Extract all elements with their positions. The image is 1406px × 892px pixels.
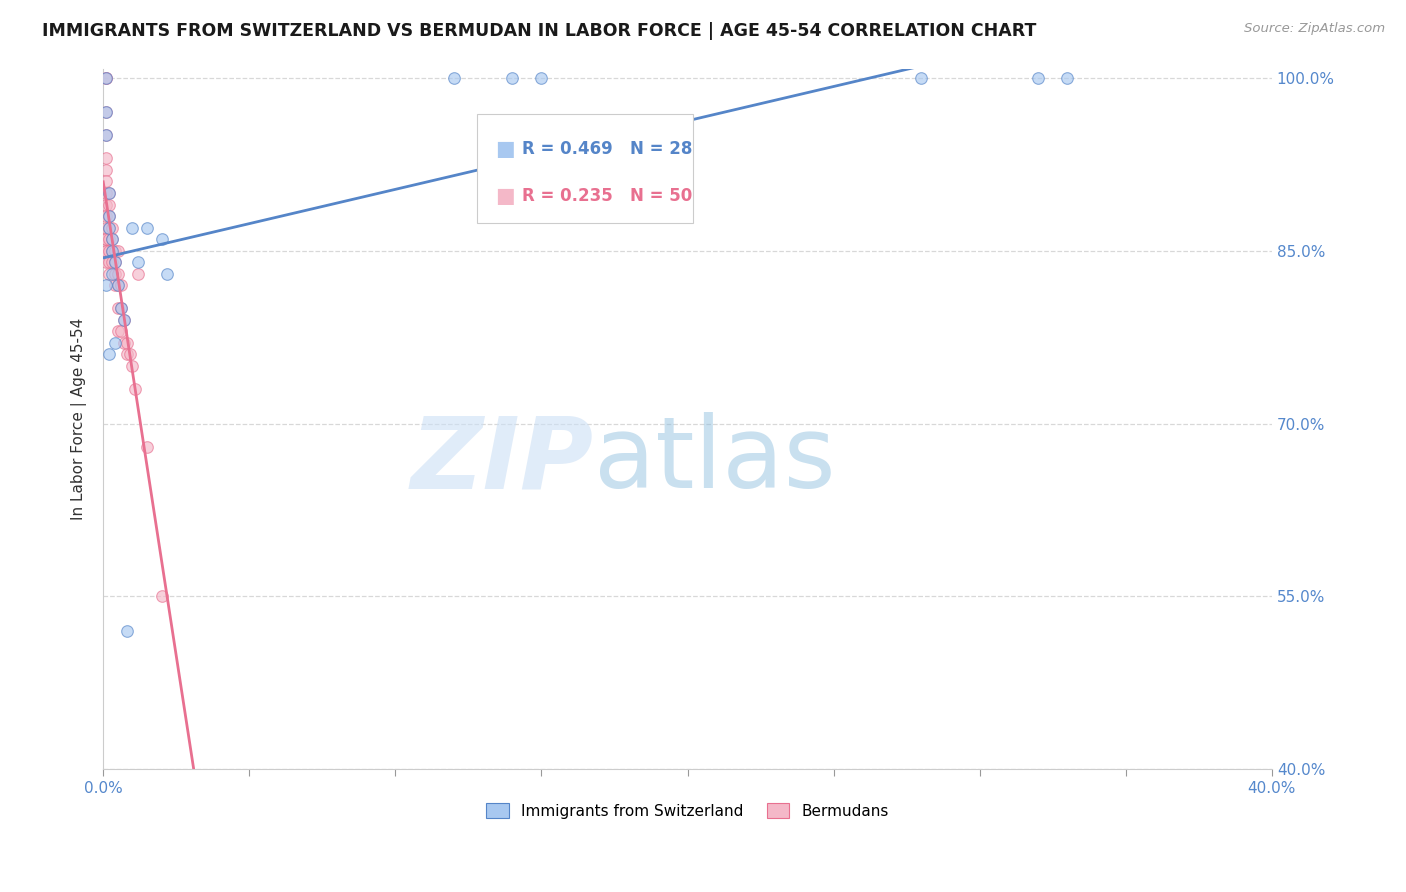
Point <box>94 152 117 166</box>
Point <box>101 232 124 246</box>
Point <box>107 244 129 258</box>
Point <box>104 255 127 269</box>
Point <box>94 244 117 258</box>
Point <box>94 186 117 200</box>
FancyBboxPatch shape <box>477 114 693 223</box>
Point <box>443 70 465 85</box>
Point <box>101 244 124 258</box>
Point <box>124 382 146 396</box>
Point <box>150 590 173 604</box>
Point <box>107 267 129 281</box>
Point <box>110 301 132 316</box>
Point <box>98 209 121 223</box>
Point <box>98 255 121 269</box>
Point <box>112 335 135 350</box>
Point <box>104 278 127 293</box>
Point <box>110 301 132 316</box>
Point <box>112 313 135 327</box>
Point <box>98 220 121 235</box>
Point <box>104 267 127 281</box>
Point <box>94 105 117 120</box>
Point <box>127 267 149 281</box>
Point <box>98 244 121 258</box>
Text: Source: ZipAtlas.com: Source: ZipAtlas.com <box>1244 22 1385 36</box>
Text: ■: ■ <box>495 186 515 206</box>
Point <box>94 70 117 85</box>
Point <box>121 359 143 373</box>
Point <box>94 244 117 258</box>
Point <box>104 255 127 269</box>
Point <box>94 128 117 143</box>
Point <box>110 324 132 338</box>
Point <box>101 267 124 281</box>
Point <box>107 324 129 338</box>
Point <box>115 624 138 638</box>
Legend: Immigrants from Switzerland, Bermudans: Immigrants from Switzerland, Bermudans <box>479 797 896 825</box>
Point <box>94 70 117 85</box>
Point <box>98 197 121 211</box>
Text: IMMIGRANTS FROM SWITZERLAND VS BERMUDAN IN LABOR FORCE | AGE 45-54 CORRELATION C: IMMIGRANTS FROM SWITZERLAND VS BERMUDAN … <box>42 22 1036 40</box>
Point <box>101 220 124 235</box>
Point <box>136 440 159 454</box>
Text: ■: ■ <box>495 139 515 159</box>
Point <box>115 347 138 361</box>
Point <box>121 220 143 235</box>
Point <box>98 186 121 200</box>
Point <box>1056 70 1078 85</box>
Point <box>94 278 117 293</box>
Point <box>94 232 117 246</box>
Point <box>98 220 121 235</box>
Point <box>98 209 121 223</box>
Text: ZIP: ZIP <box>411 412 595 509</box>
Point <box>101 244 124 258</box>
Point <box>136 220 159 235</box>
Point <box>107 301 129 316</box>
Point <box>98 232 121 246</box>
Point <box>94 128 117 143</box>
Point <box>94 105 117 120</box>
Text: R = 0.235   N = 50: R = 0.235 N = 50 <box>522 187 692 205</box>
Point <box>156 267 179 281</box>
Point <box>107 278 129 293</box>
Point <box>1026 70 1049 85</box>
Point <box>104 335 127 350</box>
Point <box>501 70 523 85</box>
Point <box>94 197 117 211</box>
Point <box>101 232 124 246</box>
Point <box>94 70 117 85</box>
Point <box>530 70 553 85</box>
Point <box>94 174 117 188</box>
Point <box>98 347 121 361</box>
Point <box>115 335 138 350</box>
Point <box>910 70 932 85</box>
Point <box>112 313 135 327</box>
Point <box>150 232 173 246</box>
Point <box>94 209 117 223</box>
Point <box>98 186 121 200</box>
Point <box>104 244 127 258</box>
Text: R = 0.469   N = 28: R = 0.469 N = 28 <box>522 140 692 158</box>
Point <box>127 255 149 269</box>
Point <box>94 220 117 235</box>
Point <box>107 278 129 293</box>
Point <box>94 232 117 246</box>
Text: atlas: atlas <box>595 412 835 509</box>
Point <box>94 163 117 178</box>
Point <box>101 255 124 269</box>
Point <box>94 255 117 269</box>
Point <box>98 267 121 281</box>
Y-axis label: In Labor Force | Age 45-54: In Labor Force | Age 45-54 <box>72 318 87 520</box>
Point <box>110 278 132 293</box>
Point <box>118 347 141 361</box>
